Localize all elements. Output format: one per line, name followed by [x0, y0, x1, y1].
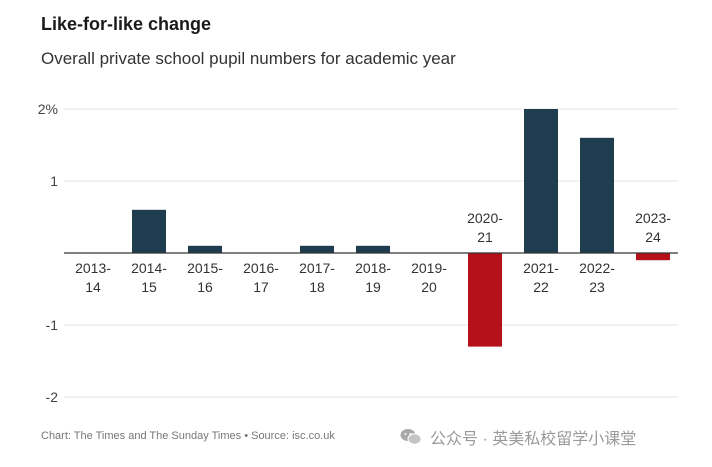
wechat-icon [400, 428, 422, 446]
chart-title: Like-for-like change [41, 14, 212, 34]
category-label: 2014- [131, 260, 167, 276]
category-label: 2015- [187, 260, 223, 276]
category-label: 2021- [523, 260, 559, 276]
category-label: 21 [477, 229, 493, 245]
bar [132, 209, 166, 253]
category-label: 20 [421, 279, 437, 295]
bar [468, 253, 502, 347]
bars [132, 109, 670, 347]
bar [300, 245, 334, 253]
category-label: 18 [309, 279, 325, 295]
bar [356, 245, 390, 253]
bar [580, 137, 614, 253]
category-label: 23 [589, 279, 605, 295]
chart-subtitle: Overall private school pupil numbers for… [41, 49, 456, 68]
y-tick-labels: 2% 1 -1 -2 [38, 101, 58, 405]
y-tick-label: -1 [46, 317, 59, 333]
category-label: 2018- [355, 260, 391, 276]
y-tick-label: 2% [38, 101, 58, 117]
category-label: 22 [533, 279, 549, 295]
category-label: 2020- [467, 210, 503, 226]
category-label: 2017- [299, 260, 335, 276]
grid-lines [64, 108, 678, 398]
y-tick-label: -2 [46, 389, 59, 405]
category-label: 2023- [635, 210, 671, 226]
category-label: 2019- [411, 260, 447, 276]
category-label: 2016- [243, 260, 279, 276]
y-tick-label: 1 [50, 173, 58, 189]
category-label: 14 [85, 279, 101, 295]
bar [636, 253, 670, 261]
category-label: 19 [365, 279, 381, 295]
category-labels: 2013- 14 2014- 15 2015- 16 2016- 17 2017- 18 2018-… [75, 210, 671, 295]
category-label: 16 [197, 279, 213, 295]
watermark: 公众号 · 英美私校留学小课堂 [400, 425, 636, 449]
category-label: 15 [141, 279, 157, 295]
category-label: 17 [253, 279, 269, 295]
category-label: 24 [645, 229, 661, 245]
category-label: 2022- [579, 260, 615, 276]
bar [524, 109, 558, 253]
bar [188, 245, 222, 253]
category-label: 2013- [75, 260, 111, 276]
chart-source: Chart: The Times and The Sunday Times • … [41, 430, 335, 442]
watermark-text: 公众号 · 英美私校留学小课堂 [430, 431, 637, 448]
